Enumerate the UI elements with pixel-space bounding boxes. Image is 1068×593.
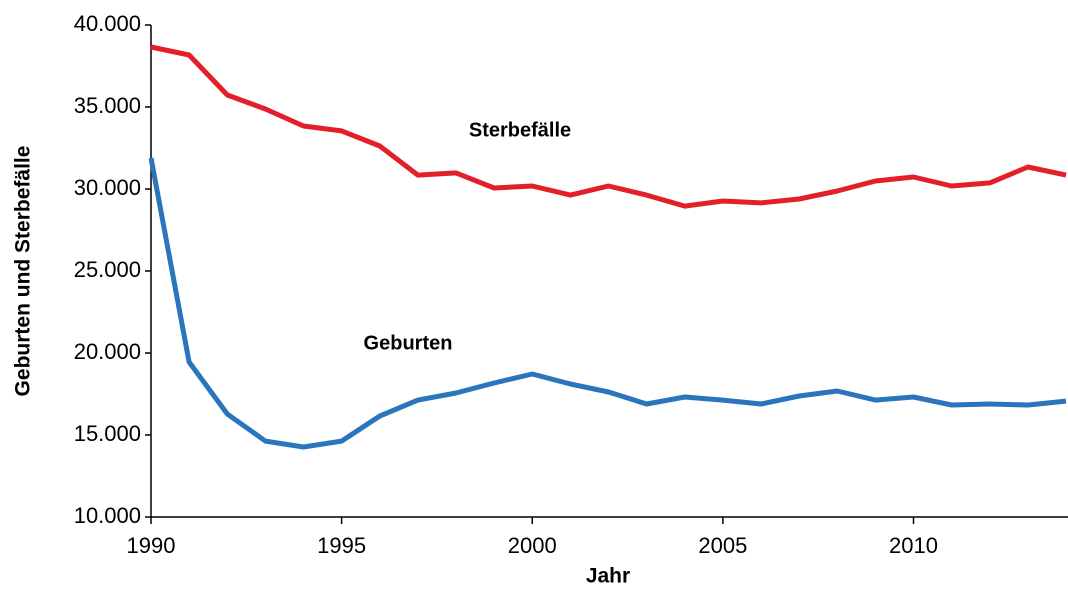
y-axis-title: Geburten und Sterbefälle bbox=[12, 146, 35, 397]
x-tick-label: 1990 bbox=[127, 533, 176, 558]
series-line bbox=[150, 44, 1067, 209]
x-tick-label: 2010 bbox=[889, 533, 938, 558]
series-line bbox=[148, 157, 1067, 450]
y-tick-label: 20.000 bbox=[74, 339, 141, 364]
series-label: Sterbefälle bbox=[469, 119, 571, 141]
y-tick-label: 30.000 bbox=[74, 175, 141, 200]
x-tick-label: 2000 bbox=[508, 533, 557, 558]
x-tick-label: 2005 bbox=[698, 533, 747, 558]
y-tick-label: 10.000 bbox=[74, 503, 141, 528]
y-tick-label: 35.000 bbox=[74, 93, 141, 118]
y-tick-label: 15.000 bbox=[74, 421, 141, 446]
y-tick-label: 25.000 bbox=[74, 257, 141, 282]
x-tick-label: 1995 bbox=[317, 533, 366, 558]
y-tick-label: 40.000 bbox=[74, 11, 141, 36]
series-label: Geburten bbox=[364, 332, 453, 354]
x-axis-title: Jahr bbox=[586, 565, 630, 588]
